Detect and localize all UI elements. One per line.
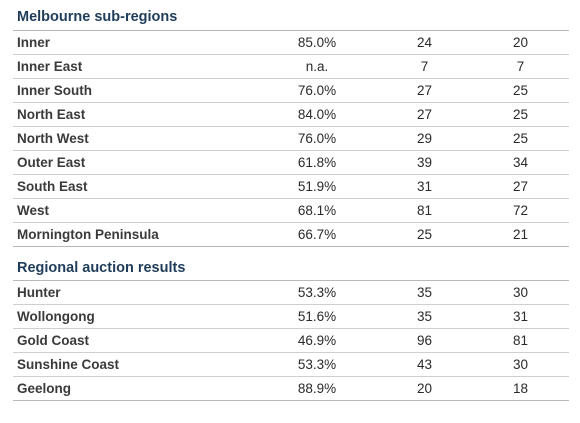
count-a: 20 xyxy=(416,381,433,396)
table-row: Mornington Peninsula 66.7% 25 21 xyxy=(13,223,569,247)
count-b: 30 xyxy=(472,280,569,305)
count-b: 21 xyxy=(512,227,529,242)
count-a: 43 xyxy=(377,352,472,377)
table-row: Outer East 61.8% 39 34 xyxy=(13,150,569,175)
clearance-rate: n.a. xyxy=(257,54,377,79)
count-b: 31 xyxy=(472,304,569,329)
table-row: North West 76.0% 29 25 xyxy=(13,126,569,151)
count-b: 25 xyxy=(472,78,569,103)
section-title-regional: Regional auction results xyxy=(17,260,186,276)
clearance-rate: 46.9% xyxy=(257,328,377,353)
count-b: 25 xyxy=(472,102,569,127)
table-row: Sunshine Coast 53.3% 43 30 xyxy=(13,352,569,377)
clearance-rate: 53.3% xyxy=(257,352,377,377)
count-b: 81 xyxy=(472,328,569,353)
count-a: 81 xyxy=(377,198,472,223)
count-b: 18 xyxy=(512,381,529,396)
section-title-melbourne: Melbourne sub-regions xyxy=(17,9,178,25)
melbourne-table: Inner 85.0% 24 20 Inner East n.a. 7 7 In… xyxy=(13,30,569,247)
clearance-rate: 88.9% xyxy=(297,381,337,396)
table-row: Inner South 76.0% 27 25 xyxy=(13,78,569,103)
count-b: 34 xyxy=(472,150,569,175)
count-a: 27 xyxy=(377,102,472,127)
region-name: Geelong xyxy=(17,381,72,396)
clearance-rate: 84.0% xyxy=(257,102,377,127)
region-name: Inner xyxy=(13,30,257,55)
count-a: 29 xyxy=(377,126,472,151)
region-name: Mornington Peninsula xyxy=(17,227,159,242)
region-name: Wollongong xyxy=(13,304,257,329)
region-name: Inner South xyxy=(13,78,257,103)
count-b: 25 xyxy=(472,126,569,151)
clearance-rate: 66.7% xyxy=(297,227,337,242)
table-row: Wollongong 51.6% 35 31 xyxy=(13,304,569,329)
clearance-rate: 68.1% xyxy=(257,198,377,223)
count-a: 24 xyxy=(377,30,472,55)
table-row: Geelong 88.9% 20 18 xyxy=(13,377,569,401)
table-row: Gold Coast 46.9% 96 81 xyxy=(13,328,569,353)
count-a: 25 xyxy=(416,227,433,242)
count-b: 30 xyxy=(472,352,569,377)
clearance-rate: 51.9% xyxy=(257,174,377,199)
count-a: 35 xyxy=(377,280,472,305)
clearance-rate: 85.0% xyxy=(257,30,377,55)
region-name: Gold Coast xyxy=(13,328,257,353)
count-b: 27 xyxy=(472,174,569,199)
count-a: 96 xyxy=(377,328,472,353)
region-name: Inner East xyxy=(13,54,257,79)
region-name: Outer East xyxy=(13,150,257,175)
count-a: 31 xyxy=(377,174,472,199)
auction-results-page: Melbourne sub-regions Inner 85.0% 24 20 … xyxy=(13,0,569,401)
table-row: South East 51.9% 31 27 xyxy=(13,174,569,199)
region-name: South East xyxy=(13,174,257,199)
count-a: 39 xyxy=(377,150,472,175)
table-row: West 68.1% 81 72 xyxy=(13,198,569,223)
table-row: North East 84.0% 27 25 xyxy=(13,102,569,127)
region-name: West xyxy=(13,198,257,223)
clearance-rate: 51.6% xyxy=(257,304,377,329)
region-name: Sunshine Coast xyxy=(13,352,257,377)
count-b: 7 xyxy=(472,54,569,79)
count-a: 7 xyxy=(377,54,472,79)
count-b: 72 xyxy=(472,198,569,223)
table-row: Inner East n.a. 7 7 xyxy=(13,54,569,79)
clearance-rate: 76.0% xyxy=(257,78,377,103)
clearance-rate: 76.0% xyxy=(257,126,377,151)
table-row: Inner 85.0% 24 20 xyxy=(13,30,569,55)
count-a: 35 xyxy=(377,304,472,329)
regional-table: Hunter 53.3% 35 30 Wollongong 51.6% 35 3… xyxy=(13,280,569,401)
region-name: North West xyxy=(13,126,257,151)
count-b: 20 xyxy=(472,30,569,55)
region-name: North East xyxy=(13,102,257,127)
region-name: Hunter xyxy=(13,280,257,305)
clearance-rate: 61.8% xyxy=(257,150,377,175)
table-row: Hunter 53.3% 35 30 xyxy=(13,280,569,305)
clearance-rate: 53.3% xyxy=(257,280,377,305)
count-a: 27 xyxy=(377,78,472,103)
